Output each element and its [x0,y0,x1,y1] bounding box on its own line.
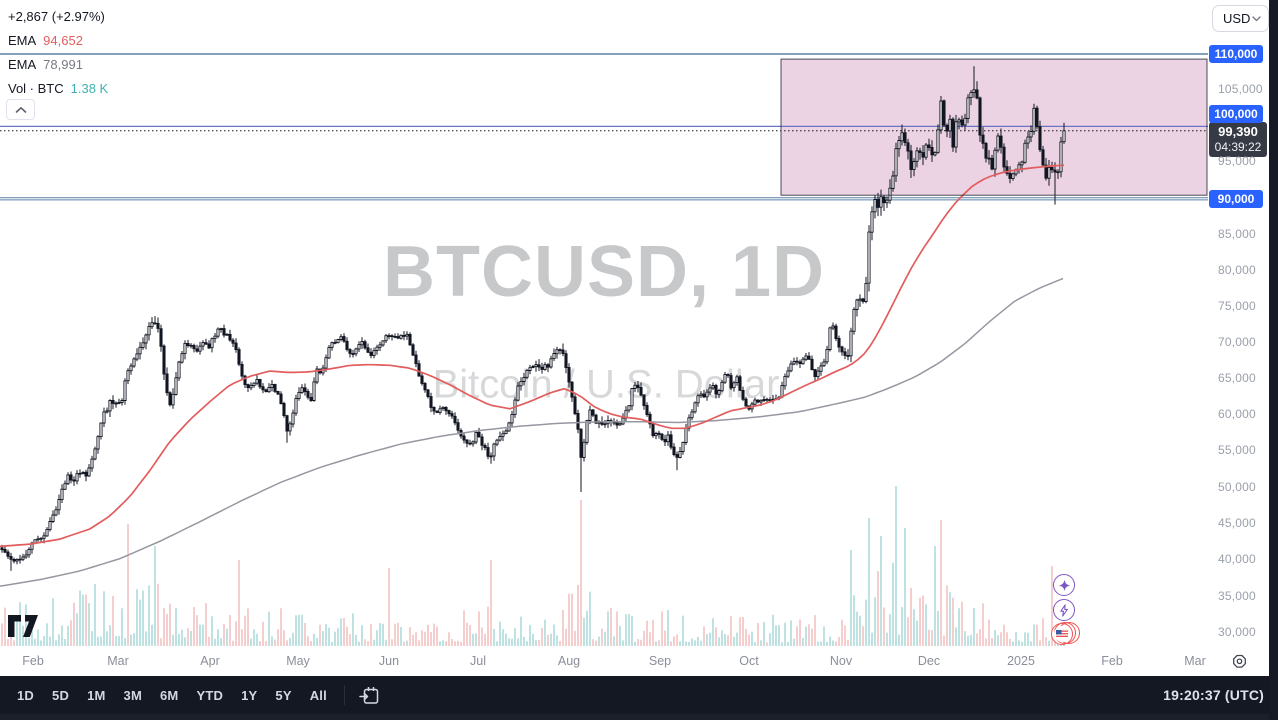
price-tick-label: 85,000 [1218,227,1256,241]
price-alert-label[interactable]: 90,000 [1209,190,1263,208]
economic-calendar-button[interactable] [1051,622,1080,645]
indicator-value: 1.38 K [70,80,109,96]
go-to-date-button[interactable] [353,684,386,707]
range-button-3m[interactable]: 3M [123,687,142,703]
sparkle-icon [1058,579,1070,591]
time-tick-label: Aug [557,654,581,668]
chevron-up-icon [15,106,26,113]
price-tick-label: 60,000 [1218,407,1256,421]
range-button-1d[interactable]: 1D [17,687,35,703]
ema-lines [0,164,1065,587]
volume-down-bars [1,500,1056,646]
price-change-row: +2,867 (+2.97%) [8,4,111,28]
price-tick-label: 30,000 [1218,625,1256,639]
currency-select[interactable]: USD [1212,5,1269,32]
time-tick-label: Feb [1101,654,1123,668]
time-tick-label: Apr [200,654,220,668]
time-tick-label: Dec [917,654,941,668]
highlight-box[interactable] [781,59,1207,196]
time-tick-label: Oct [739,654,759,668]
time-tick-label: 2025 [1007,654,1035,668]
volume-up-bars [16,486,1065,646]
time-tick-label: Feb [22,654,44,668]
price-alert-label[interactable]: 100,000 [1209,105,1263,123]
price-tick-label: 55,000 [1218,443,1256,457]
candlesticks [0,66,1066,571]
time-tick-label: May [286,654,310,668]
price-alert-label[interactable]: 110,000 [1209,45,1263,63]
window-scroll-strip [1269,0,1278,720]
time-tick-label: Mar [1184,654,1206,668]
price-tick-label: 105,000 [1218,82,1263,96]
bottom-toolbar: 1D 5D 1M 3M 6M YTD 1Y 5Y All 19:20:37 (UTC) [0,676,1278,714]
price-tick-label: 70,000 [1218,335,1256,349]
price-tick-label: 35,000 [1218,589,1256,603]
gear-icon [1232,654,1246,668]
price-tick-label: 50,000 [1218,480,1256,494]
price-tick-label: 40,000 [1218,552,1256,566]
indicator-label: EMA [8,56,37,72]
price-tick-label: 65,000 [1218,371,1256,385]
time-tick-label: Sep [648,654,672,668]
range-button-5y[interactable]: 5Y [275,687,292,703]
session-clock[interactable]: 19:20:37 (UTC) [1163,687,1264,703]
time-tick-label: Jul [470,654,486,668]
price-level-lines[interactable] [0,53,1208,201]
us-flag-icon [1054,626,1070,642]
time-tick-label: Nov [829,654,853,668]
time-tick-label: Mar [107,654,129,668]
instant-orders-button[interactable] [1053,599,1075,621]
down-candle-bodies [0,89,1057,562]
indicator-row-0[interactable]: EMA 94,652 [8,28,111,52]
time-tick-label: Jun [378,654,400,668]
price-scale[interactable]: 99,390 04:39:22 110,000 105,000 100,000 95,… [1208,0,1269,648]
chart-legend: +2,867 (+2.97%) EMA 94,652 EMA 78,991 Vol · … [8,4,112,100]
window-bottom-strip [0,714,1278,720]
price-tick-label: 45,000 [1218,516,1256,530]
range-button-all[interactable]: All [309,687,327,703]
price-tick-label: 75,000 [1218,299,1256,313]
bar-countdown: 04:39:22 [1214,139,1262,154]
price-tick-label: 95,000 [1218,154,1256,168]
tradingview-logo[interactable] [8,615,40,642]
highlight-box-border[interactable] [780,58,1208,196]
range-button-1y[interactable]: 1Y [241,687,258,703]
tradingview-logo-icon [8,615,38,637]
ema-slow-line [0,277,1064,587]
last-price-value: 99,390 [1218,123,1258,139]
chart-canvas[interactable] [0,0,1208,648]
indicator-row-1[interactable]: EMA 78,991 [8,52,111,76]
range-button-1m[interactable]: 1M [87,687,106,703]
indicator-label: Vol · BTC [8,80,64,96]
indicator-value: 78,991 [43,56,83,72]
range-button-ytd[interactable]: YTD [196,687,224,703]
toolbar-divider [343,685,345,705]
chevron-down-icon [1252,15,1261,21]
lightning-icon [1060,603,1068,617]
time-scale[interactable]: Feb Mar Apr May Jun Jul Aug Sep Oct Nov Dec 2025 Feb… [0,646,1269,676]
indicator-label: EMA [8,32,37,48]
range-button-6m[interactable]: 6M [160,687,179,703]
range-button-5d[interactable]: 5D [52,687,70,703]
volume-bars [1,486,1065,646]
price-change-value: +2,867 (+2.97%) [8,8,105,24]
calendar-goto-icon [359,686,379,704]
indicator-row-2[interactable]: Vol · BTC 1.38 K [8,76,112,100]
scales-settings-button[interactable] [1228,651,1250,673]
chart-pane[interactable]: BTCUSD, 1D Bitcoin / U.S. Dollar +2,867 … [0,0,1208,648]
ai-sparkle-button[interactable] [1053,574,1075,596]
indicator-value: 94,652 [43,32,83,48]
price-tick-label: 80,000 [1218,263,1256,277]
up-candle-bodies [15,89,1066,562]
ema-fast-line [0,164,1065,548]
last-price-label: 99,390 04:39:22 [1209,121,1267,157]
currency-value: USD [1223,11,1251,26]
legend-collapse-button[interactable] [6,99,35,120]
